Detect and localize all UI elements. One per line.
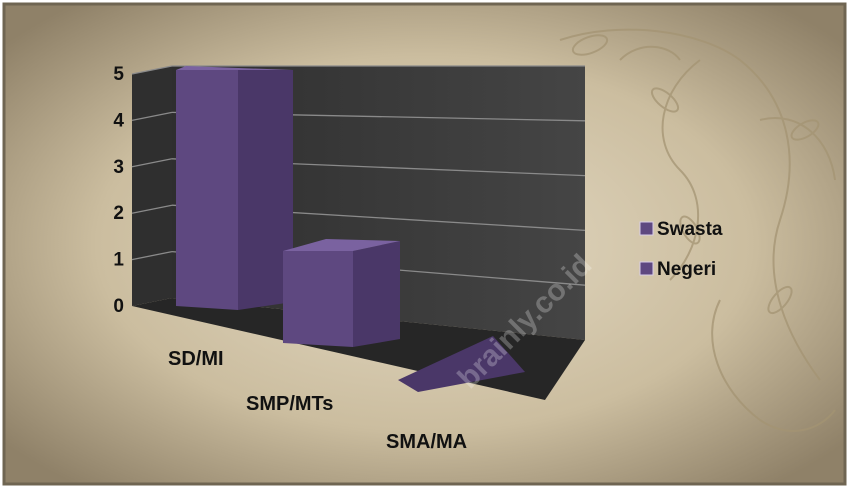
y-tick-label: 4 [113, 110, 124, 131]
y-tick-label: 2 [113, 203, 124, 224]
vine-ornament [559, 28, 836, 432]
legend: Swasta Negeri [639, 219, 723, 280]
bar-top [176, 66, 293, 70]
bar-smama [398, 336, 525, 392]
bar-side [238, 70, 293, 310]
gridline-side [131, 65, 173, 75]
gridline-side [131, 158, 173, 168]
x-category-label: SMP/MTs [246, 393, 333, 415]
y-tick-label: 1 [113, 250, 124, 271]
y-tick-label: 5 [113, 64, 124, 85]
bar-top [283, 239, 400, 251]
y-axis: 0 1 2 3 4 5 [113, 64, 124, 317]
bar-side [353, 241, 400, 347]
legend-label: Negeri [657, 259, 716, 280]
legend-entry-negeri: Negeri [639, 259, 716, 280]
legend-swatch [639, 221, 654, 236]
legend-label: Swasta [657, 219, 723, 240]
x-axis: SD/MI SMP/MTs SMA/MA [168, 348, 467, 453]
legend-entry-swasta: Swasta [639, 219, 723, 240]
y-tick-label: 0 [113, 296, 124, 317]
bar-front [283, 251, 353, 347]
gridline-side [131, 204, 173, 214]
side-wall [132, 66, 172, 306]
bar-flat [398, 336, 525, 392]
bar-front [176, 70, 238, 310]
legend-swatch [639, 261, 654, 276]
bar-smpmts [283, 239, 400, 347]
x-category-label: SMA/MA [386, 431, 467, 453]
gridline-side [131, 111, 173, 122]
bars [176, 66, 525, 392]
bar-sdmi [176, 66, 293, 310]
x-category-label: SD/MI [168, 348, 224, 370]
y-tick-label: 3 [113, 157, 124, 178]
gridline-side [131, 250, 173, 261]
